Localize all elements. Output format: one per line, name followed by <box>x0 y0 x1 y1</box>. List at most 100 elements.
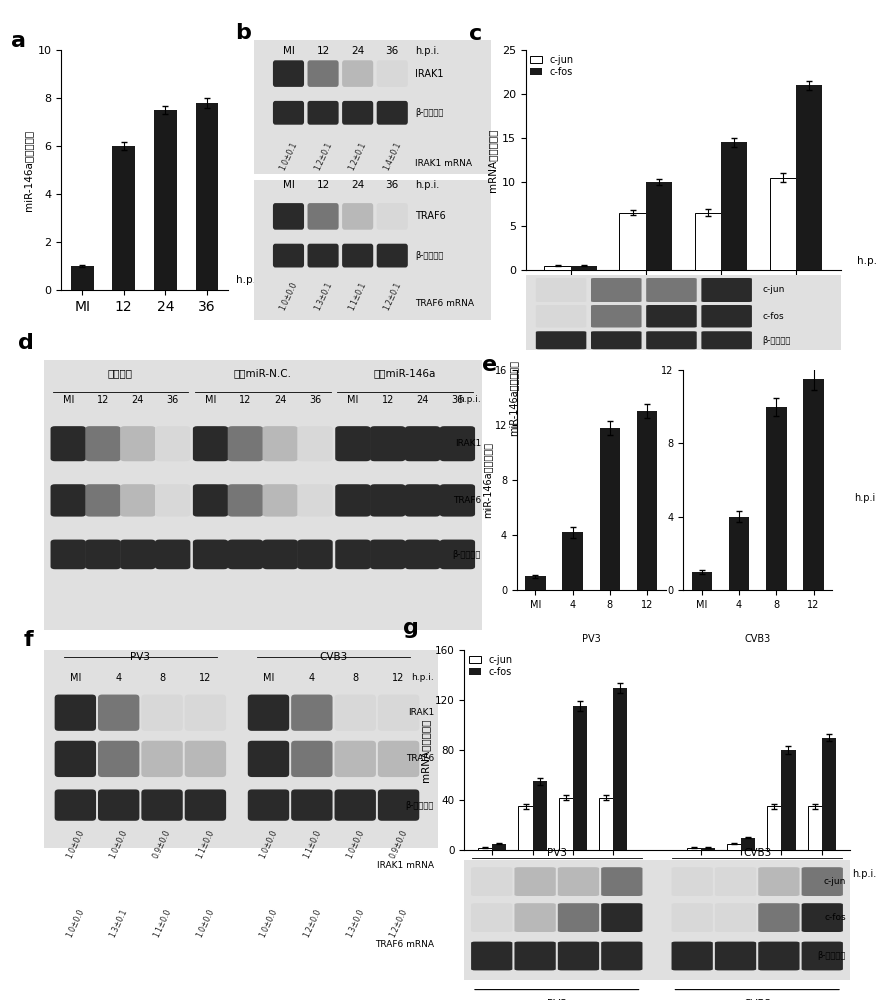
FancyBboxPatch shape <box>759 942 800 970</box>
Bar <box>562 532 583 590</box>
Text: 1.2±0.1: 1.2±0.1 <box>313 141 334 172</box>
Text: MI: MI <box>347 395 358 405</box>
Y-axis label: miR-146a相对表现量: miR-146a相对表现量 <box>24 129 33 211</box>
Text: 12: 12 <box>382 395 394 405</box>
FancyBboxPatch shape <box>98 741 139 777</box>
FancyBboxPatch shape <box>514 903 555 932</box>
Bar <box>254 40 491 174</box>
Text: 1.3±0.1: 1.3±0.1 <box>313 281 334 312</box>
Text: 24: 24 <box>416 395 428 405</box>
Text: 1.3±0.0: 1.3±0.0 <box>344 907 366 939</box>
Text: h.p.i.: h.p.i. <box>851 869 876 879</box>
Legend: c-jun, c-fos: c-jun, c-fos <box>470 655 512 677</box>
Text: 1.0±0.0: 1.0±0.0 <box>108 828 130 860</box>
Text: IRAK1: IRAK1 <box>415 69 443 79</box>
Y-axis label: mRNA相对表现量: mRNA相对表现量 <box>488 128 498 192</box>
Text: h.p.i.: h.p.i. <box>415 46 439 56</box>
FancyBboxPatch shape <box>601 867 642 896</box>
Text: 1.0±0.0: 1.0±0.0 <box>344 828 366 860</box>
Text: 24: 24 <box>351 46 364 56</box>
FancyBboxPatch shape <box>336 484 371 517</box>
Text: IRAK1: IRAK1 <box>408 708 434 717</box>
FancyBboxPatch shape <box>802 942 843 970</box>
FancyBboxPatch shape <box>646 278 696 302</box>
FancyBboxPatch shape <box>514 867 555 896</box>
Text: 1.2±0.1: 1.2±0.1 <box>347 141 368 172</box>
FancyBboxPatch shape <box>377 244 408 267</box>
Text: 1.0±0.1: 1.0±0.1 <box>278 141 299 172</box>
Text: TRAF6: TRAF6 <box>415 211 446 221</box>
FancyBboxPatch shape <box>336 540 371 569</box>
FancyBboxPatch shape <box>228 484 263 517</box>
FancyBboxPatch shape <box>54 789 96 821</box>
FancyBboxPatch shape <box>51 484 86 517</box>
Text: CVB3: CVB3 <box>747 885 775 895</box>
FancyBboxPatch shape <box>702 305 752 328</box>
FancyBboxPatch shape <box>307 244 339 267</box>
Text: IRAK1 mRNA: IRAK1 mRNA <box>377 861 434 870</box>
FancyBboxPatch shape <box>702 331 752 349</box>
Bar <box>573 706 587 850</box>
Text: IRAK1 mRNA: IRAK1 mRNA <box>415 159 472 168</box>
FancyBboxPatch shape <box>343 203 373 230</box>
Text: β-肌动蛋白: β-肌动蛋白 <box>453 550 481 559</box>
FancyBboxPatch shape <box>601 903 642 932</box>
Bar <box>770 178 796 270</box>
Text: h.p.i.: h.p.i. <box>857 256 876 266</box>
Text: 1.0±0.0: 1.0±0.0 <box>194 907 216 939</box>
Legend: c-jun, c-fos: c-jun, c-fos <box>531 55 574 77</box>
FancyBboxPatch shape <box>185 789 226 821</box>
Text: c-fos: c-fos <box>824 913 846 922</box>
Bar <box>692 572 712 590</box>
FancyBboxPatch shape <box>335 789 376 821</box>
FancyBboxPatch shape <box>263 426 298 461</box>
FancyBboxPatch shape <box>273 203 304 230</box>
FancyBboxPatch shape <box>405 540 441 569</box>
FancyBboxPatch shape <box>273 60 304 87</box>
FancyBboxPatch shape <box>120 540 156 569</box>
FancyBboxPatch shape <box>378 741 420 777</box>
FancyBboxPatch shape <box>193 484 229 517</box>
Text: 36: 36 <box>166 395 179 405</box>
FancyBboxPatch shape <box>591 331 641 349</box>
FancyBboxPatch shape <box>601 942 642 970</box>
Text: c-jun: c-jun <box>823 877 846 886</box>
Bar <box>741 838 755 850</box>
Text: 拮抗miR-N.C.: 拮抗miR-N.C. <box>234 368 292 378</box>
FancyBboxPatch shape <box>802 867 843 896</box>
FancyBboxPatch shape <box>672 903 713 932</box>
FancyBboxPatch shape <box>291 695 333 731</box>
FancyBboxPatch shape <box>536 305 586 328</box>
Text: 12: 12 <box>199 673 212 683</box>
FancyBboxPatch shape <box>335 741 376 777</box>
Text: 1.2±0.0: 1.2±0.0 <box>388 907 409 939</box>
Text: MI: MI <box>283 180 294 190</box>
FancyBboxPatch shape <box>336 426 371 461</box>
Bar <box>803 379 823 590</box>
Text: 12: 12 <box>239 395 251 405</box>
Text: TRAF6: TRAF6 <box>453 496 481 505</box>
Text: 36: 36 <box>451 395 463 405</box>
Text: 1.0±0.0: 1.0±0.0 <box>258 828 279 860</box>
FancyBboxPatch shape <box>120 484 156 517</box>
FancyBboxPatch shape <box>335 695 376 731</box>
FancyBboxPatch shape <box>759 903 800 932</box>
Bar <box>478 848 492 850</box>
FancyBboxPatch shape <box>377 203 408 230</box>
Bar <box>492 844 506 850</box>
Bar <box>154 110 177 290</box>
Bar <box>646 182 672 270</box>
FancyBboxPatch shape <box>536 331 586 349</box>
Text: TRAF6: TRAF6 <box>406 754 434 763</box>
FancyBboxPatch shape <box>307 101 339 125</box>
Bar <box>727 844 741 850</box>
Text: 4: 4 <box>116 673 122 683</box>
Text: PV3: PV3 <box>547 848 567 858</box>
FancyBboxPatch shape <box>591 278 641 302</box>
Y-axis label: mRNA相对表现量: mRNA相对表现量 <box>420 718 431 782</box>
Text: IRAK1: IRAK1 <box>455 439 481 448</box>
FancyBboxPatch shape <box>646 305 696 328</box>
FancyBboxPatch shape <box>370 484 406 517</box>
FancyBboxPatch shape <box>141 695 183 731</box>
Text: β-肌动蛋白: β-肌动蛋白 <box>415 108 443 117</box>
